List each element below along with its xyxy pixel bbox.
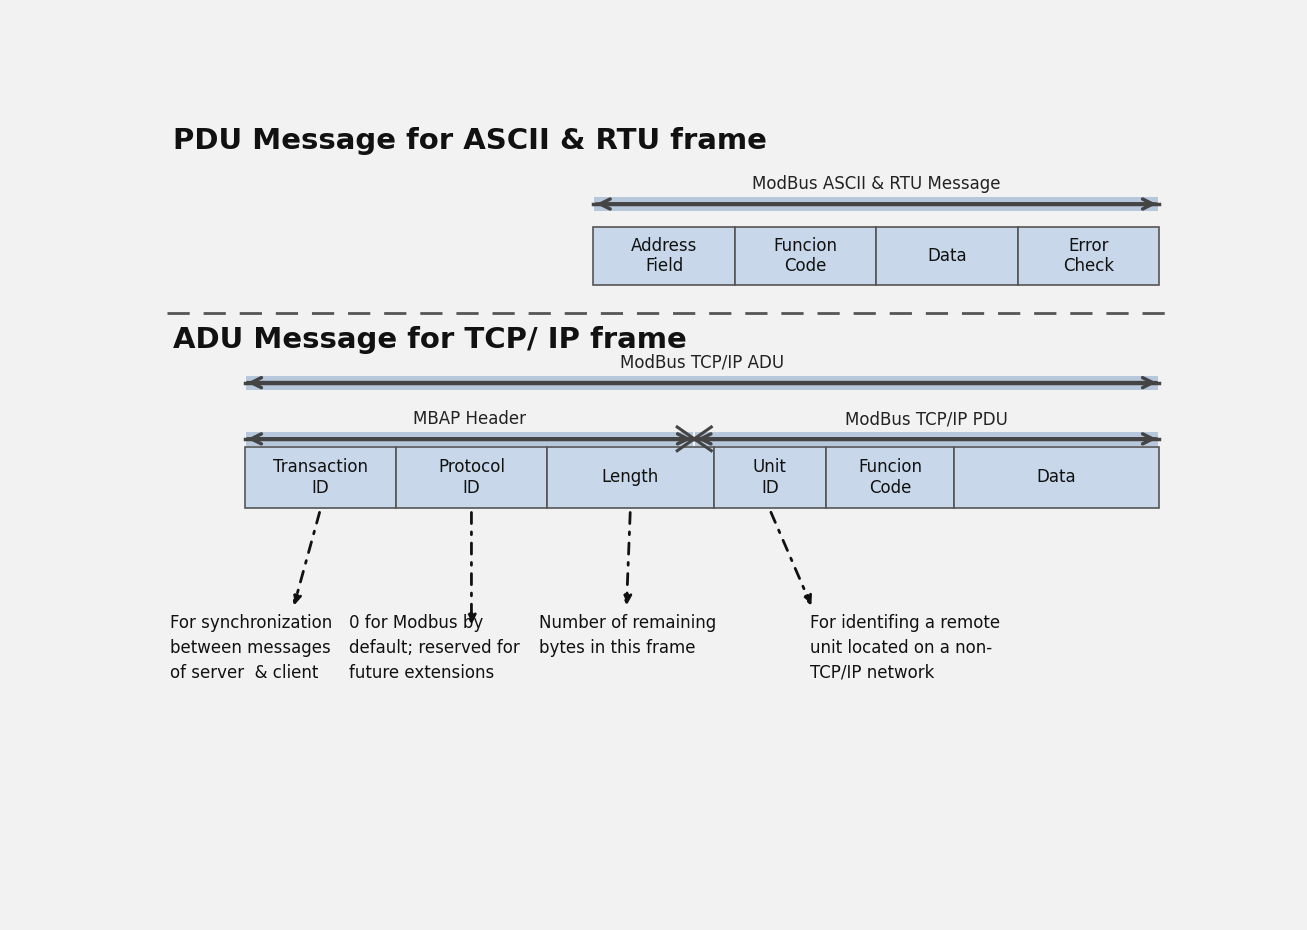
Text: Number of remaining
bytes in this frame: Number of remaining bytes in this frame [540,614,716,657]
Text: Error
Check: Error Check [1063,236,1114,275]
FancyBboxPatch shape [593,227,735,285]
FancyBboxPatch shape [826,446,954,508]
Text: For identifing a remote
unit located on a non-
TCP/IP network: For identifing a remote unit located on … [810,614,1001,682]
Text: Data: Data [927,247,967,265]
FancyBboxPatch shape [714,446,826,508]
Text: Transaction
ID: Transaction ID [273,458,367,497]
FancyBboxPatch shape [1018,227,1159,285]
Text: Funcion
Code: Funcion Code [774,236,838,275]
Text: ModBus TCP/IP PDU: ModBus TCP/IP PDU [846,410,1008,428]
FancyBboxPatch shape [396,446,548,508]
FancyBboxPatch shape [246,432,694,445]
Text: Unit
ID: Unit ID [753,458,787,497]
Text: PDU Message for ASCII & RTU frame: PDU Message for ASCII & RTU frame [173,127,766,155]
Text: ModBus ASCII & RTU Message: ModBus ASCII & RTU Message [752,175,1001,193]
FancyBboxPatch shape [244,446,396,508]
Text: ModBus TCP/IP ADU: ModBus TCP/IP ADU [620,353,784,372]
FancyBboxPatch shape [735,227,877,285]
FancyBboxPatch shape [954,446,1159,508]
FancyBboxPatch shape [595,197,1158,211]
Text: 0 for Modbus by
default; reserved for
future extensions: 0 for Modbus by default; reserved for fu… [349,614,520,682]
Text: Funcion
Code: Funcion Code [857,458,921,497]
Text: Length: Length [601,469,659,486]
FancyBboxPatch shape [695,432,1158,445]
FancyBboxPatch shape [877,227,1018,285]
FancyBboxPatch shape [246,376,1158,390]
Text: For synchronization
between messages
of server  & client: For synchronization between messages of … [170,614,332,682]
Text: Protocol
ID: Protocol ID [438,458,505,497]
Text: MBAP Header: MBAP Header [413,410,525,428]
Text: Data: Data [1036,469,1077,486]
Text: Address
Field: Address Field [631,236,698,275]
FancyBboxPatch shape [548,446,714,508]
Text: ADU Message for TCP/ IP frame: ADU Message for TCP/ IP frame [173,326,686,353]
